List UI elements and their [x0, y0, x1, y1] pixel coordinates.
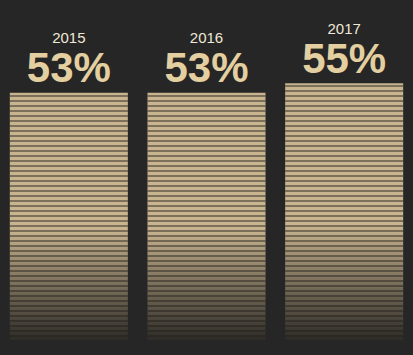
- svg-text:55%: 55%: [302, 35, 386, 82]
- svg-text:2016: 2016: [189, 29, 224, 47]
- svg-text:2017: 2017: [327, 19, 361, 37]
- svg-text:2015: 2015: [52, 29, 86, 47]
- svg-text:53%: 53%: [27, 44, 111, 91]
- svg-text:53%: 53%: [164, 44, 248, 91]
